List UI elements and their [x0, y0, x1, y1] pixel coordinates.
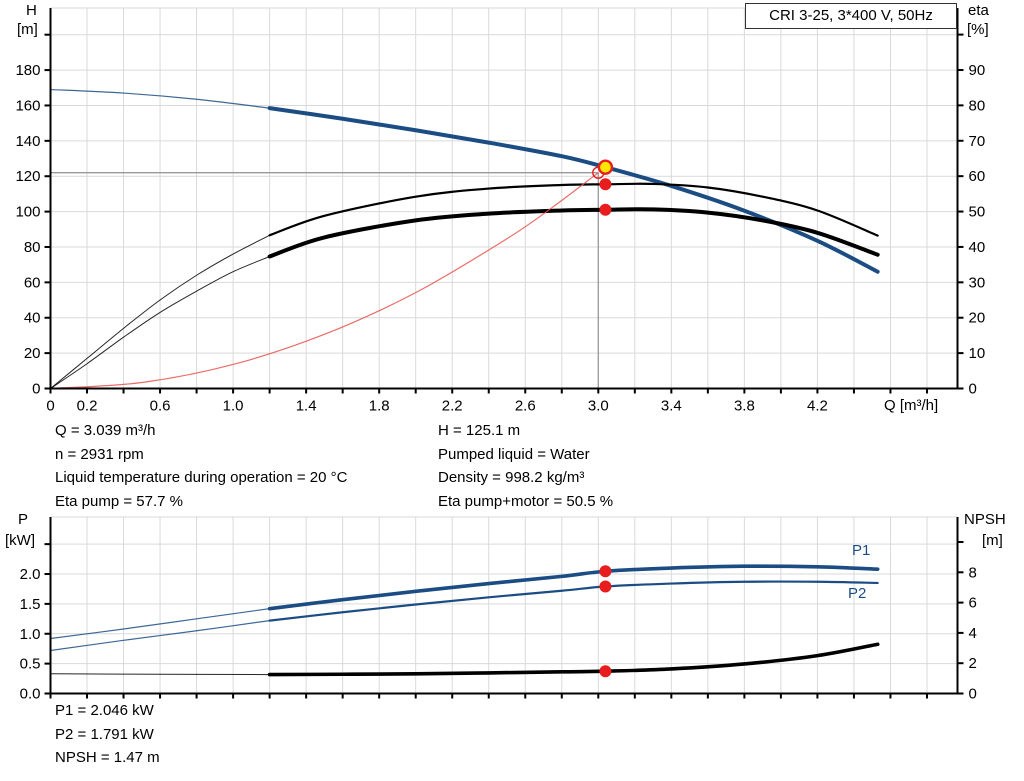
axes [44, 8, 964, 394]
svg-text:6: 6 [969, 595, 977, 612]
p-axis-unit: [kW] [5, 532, 35, 549]
gridlines [50, 516, 958, 694]
info-temp: Liquid temperature during operation = 20… [55, 469, 348, 486]
svg-text:40: 40 [24, 310, 41, 327]
info-eta-pump-motor: Eta pump+motor = 50.5 % [438, 492, 614, 510]
svg-text:1.5: 1.5 [20, 596, 41, 613]
svg-text:10: 10 [969, 345, 986, 362]
svg-text:0: 0 [969, 381, 977, 398]
q-axis-label: Q [m³/h] [884, 397, 939, 414]
info-h: H = 125.1 m [438, 422, 521, 439]
svg-text:3.8: 3.8 [734, 398, 755, 415]
svg-text:40: 40 [969, 239, 986, 256]
svg-text:0: 0 [32, 381, 40, 398]
info-eta-pump: Eta pump = 57.7 % [55, 492, 183, 510]
h-axis-title: H [26, 2, 37, 19]
info-q: Q = 3.039 m³/h [55, 422, 156, 439]
svg-text:80: 80 [24, 239, 41, 256]
p1-curve-label: P1 [852, 542, 871, 559]
svg-text:100: 100 [15, 204, 40, 221]
pump-title-box: CRI 3-25, 3*400 V, 50Hz [745, 3, 957, 29]
duty-point-markers [599, 565, 612, 678]
chart-qh-eta: 0 20 40 60 80 100 120 140 160 180 0 10 20 30 40 50 60 70 8… [15, 7, 985, 415]
svg-text:1.0: 1.0 [20, 626, 41, 643]
info-npsh: NPSH = 1.47 m [55, 749, 160, 766]
series-p1 [50, 564, 880, 640]
series-system-curve [50, 172, 599, 390]
axes [44, 517, 964, 699]
gridlines [50, 7, 958, 389]
svg-text:8: 8 [969, 564, 977, 581]
svg-text:4: 4 [969, 625, 977, 642]
svg-text:0.6: 0.6 [150, 398, 171, 415]
svg-text:2.0: 2.0 [20, 566, 41, 583]
duty-point-markers [592, 159, 614, 216]
svg-text:1.8: 1.8 [369, 398, 390, 415]
npsh-axis-title: NPSH [964, 511, 1006, 528]
series-p2 [50, 580, 879, 652]
svg-text:1.4: 1.4 [296, 398, 317, 415]
series-qh-curve [50, 88, 880, 274]
svg-text:180: 180 [15, 62, 40, 79]
svg-text:0: 0 [46, 398, 54, 415]
svg-text:60: 60 [969, 168, 986, 185]
svg-text:2: 2 [969, 655, 977, 672]
svg-text:0.2: 0.2 [77, 398, 98, 415]
svg-text:50: 50 [969, 204, 986, 221]
svg-text:1.0: 1.0 [223, 398, 244, 415]
svg-text:90: 90 [969, 62, 986, 79]
svg-text:0: 0 [969, 686, 977, 703]
svg-text:80: 80 [969, 97, 986, 114]
info-liquid: Pumped liquid = Water [438, 445, 590, 463]
svg-text:0.0: 0.0 [20, 686, 41, 703]
svg-text:70: 70 [969, 133, 986, 150]
duty-info-right: H = 125.1 m Pumped liquid = Water Densit… [438, 419, 613, 513]
svg-text:120: 120 [15, 168, 40, 185]
svg-text:30: 30 [969, 274, 986, 291]
svg-text:2.2: 2.2 [442, 398, 463, 415]
svg-text:0.5: 0.5 [20, 656, 41, 673]
info-p2: P2 = 1.791 kW [55, 725, 154, 743]
eta-axis-title: eta [968, 2, 989, 19]
tick-labels: 0.0 0.5 1.0 1.5 2.0 0 2 4 6 8 [20, 564, 977, 702]
npsh-axis-unit: [m] [982, 532, 1003, 549]
series-npsh [50, 642, 880, 677]
duty-point-crosshair [50, 172, 599, 389]
p-axis-title: P [18, 511, 29, 528]
svg-text:140: 140 [15, 133, 40, 150]
duty-info-left: Q = 3.039 m³/h n = 2931 rpm Liquid tempe… [55, 419, 347, 513]
svg-text:3.4: 3.4 [661, 398, 682, 415]
svg-text:20: 20 [969, 310, 986, 327]
info-density: Density = 998.2 kg/m³ [438, 469, 585, 486]
svg-text:160: 160 [15, 97, 40, 114]
h-axis-unit: [m] [17, 21, 38, 38]
svg-text:2.6: 2.6 [515, 398, 536, 415]
svg-text:4.2: 4.2 [807, 398, 828, 415]
svg-text:60: 60 [24, 274, 41, 291]
eta-axis-unit: [%] [967, 21, 989, 38]
info-n: n = 2931 rpm [55, 445, 144, 463]
series-eta-pump-motor [50, 207, 880, 389]
p2-curve-label: P2 [848, 585, 867, 602]
chart-power-npsh: 0.0 0.5 1.0 1.5 2.0 0 2 4 6 8 [20, 516, 977, 703]
tick-labels: 0 20 40 60 80 100 120 140 160 180 0 10 20 30 40 50 60 70 8… [15, 62, 985, 415]
info-p1: P1 = 2.046 kW [55, 702, 154, 719]
svg-text:20: 20 [24, 345, 41, 362]
power-info: P1 = 2.046 kW P2 = 1.791 kW NPSH = 1.47 … [55, 699, 160, 770]
svg-text:3.0: 3.0 [588, 398, 609, 415]
